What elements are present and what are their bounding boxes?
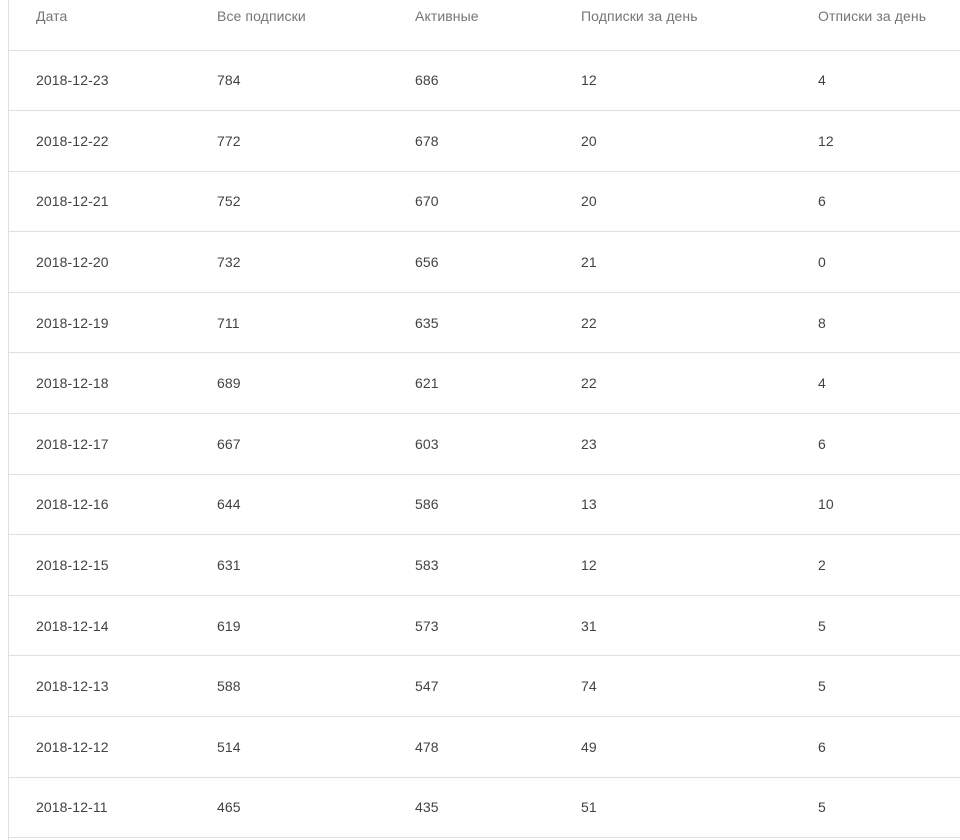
- cell-date: 2018-12-12: [9, 716, 190, 778]
- cell-daily-subscriptions: 12: [554, 50, 791, 112]
- table-row: 2018-12-16 644 586 13 10: [9, 474, 960, 536]
- cell-active: 670: [388, 171, 554, 233]
- cell-daily-subscriptions: 74: [554, 655, 791, 718]
- cell-daily-unsubscriptions: 6: [791, 413, 960, 475]
- cell-all-subscriptions: 644: [190, 474, 388, 536]
- cell-active: 547: [388, 655, 554, 718]
- cell-daily-unsubscriptions: 5: [791, 655, 960, 718]
- table-row: 2018-12-20 732 656 21 0: [9, 231, 960, 293]
- cell-daily-unsubscriptions: 10: [791, 474, 960, 536]
- column-header-daily-unsubscriptions: Отписки за день: [791, 0, 960, 51]
- column-header-date: Дата: [9, 0, 190, 51]
- cell-daily-subscriptions: 49: [554, 716, 791, 778]
- table-row: 2018-12-12 514 478 49 6: [9, 716, 960, 778]
- table-header: Дата Все подписки Активные Подписки за д…: [9, 0, 960, 51]
- cell-all-subscriptions: 588: [190, 655, 388, 718]
- cell-daily-unsubscriptions: 2: [791, 534, 960, 596]
- cell-daily-subscriptions: 21: [554, 231, 791, 293]
- cell-date: 2018-12-20: [9, 231, 190, 293]
- table-row: 2018-12-19 711 635 22 8: [9, 292, 960, 354]
- cell-active: 603: [388, 413, 554, 475]
- column-header-active: Активные: [388, 0, 554, 51]
- cell-daily-subscriptions: 20: [554, 171, 791, 233]
- cell-all-subscriptions: 732: [190, 231, 388, 293]
- cell-all-subscriptions: 752: [190, 171, 388, 233]
- cell-daily-unsubscriptions: 8: [791, 292, 960, 354]
- cell-active: 583: [388, 534, 554, 596]
- cell-daily-unsubscriptions: 5: [791, 595, 960, 657]
- cell-date: 2018-12-14: [9, 595, 190, 657]
- cell-active: 678: [388, 110, 554, 172]
- cell-daily-unsubscriptions: 4: [791, 352, 960, 415]
- cell-all-subscriptions: 772: [190, 110, 388, 172]
- cell-active: 573: [388, 595, 554, 657]
- cell-date: 2018-12-17: [9, 413, 190, 475]
- cell-all-subscriptions: 689: [190, 352, 388, 415]
- table-row: 2018-12-11 465 435 51 5: [9, 777, 960, 839]
- cell-date: 2018-12-19: [9, 292, 190, 354]
- cell-daily-subscriptions: 13: [554, 474, 791, 536]
- cell-daily-subscriptions: 12: [554, 534, 791, 596]
- subscription-stats-panel: Дата Все подписки Активные Подписки за д…: [8, 0, 960, 840]
- cell-active: 621: [388, 352, 554, 415]
- cell-daily-unsubscriptions: 0: [791, 231, 960, 293]
- cell-daily-subscriptions: 20: [554, 110, 791, 172]
- subscription-stats-table: Дата Все подписки Активные Подписки за д…: [9, 0, 960, 839]
- table-row: 2018-12-18 689 621 22 4: [9, 352, 960, 415]
- cell-date: 2018-12-22: [9, 110, 190, 172]
- cell-daily-unsubscriptions: 6: [791, 171, 960, 233]
- table-row: 2018-12-14 619 573 31 5: [9, 595, 960, 657]
- cell-daily-unsubscriptions: 4: [791, 50, 960, 112]
- cell-active: 686: [388, 50, 554, 112]
- cell-active: 478: [388, 716, 554, 778]
- table-row: 2018-12-22 772 678 20 12: [9, 110, 960, 172]
- cell-active: 635: [388, 292, 554, 354]
- cell-all-subscriptions: 514: [190, 716, 388, 778]
- cell-daily-unsubscriptions: 6: [791, 716, 960, 778]
- header-row: Дата Все подписки Активные Подписки за д…: [9, 0, 960, 51]
- cell-all-subscriptions: 631: [190, 534, 388, 596]
- cell-active: 586: [388, 474, 554, 536]
- cell-all-subscriptions: 465: [190, 777, 388, 839]
- cell-all-subscriptions: 784: [190, 50, 388, 112]
- column-header-all-subscriptions: Все подписки: [190, 0, 388, 51]
- cell-all-subscriptions: 667: [190, 413, 388, 475]
- table-row: 2018-12-13 588 547 74 5: [9, 655, 960, 718]
- cell-daily-subscriptions: 51: [554, 777, 791, 839]
- cell-daily-subscriptions: 22: [554, 292, 791, 354]
- table-row: 2018-12-15 631 583 12 2: [9, 534, 960, 596]
- cell-all-subscriptions: 711: [190, 292, 388, 354]
- cell-daily-subscriptions: 22: [554, 352, 791, 415]
- cell-date: 2018-12-11: [9, 777, 190, 839]
- column-header-daily-subscriptions: Подписки за день: [554, 0, 791, 51]
- cell-daily-unsubscriptions: 12: [791, 110, 960, 172]
- cell-date: 2018-12-15: [9, 534, 190, 596]
- cell-date: 2018-12-13: [9, 655, 190, 718]
- cell-daily-subscriptions: 23: [554, 413, 791, 475]
- cell-date: 2018-12-23: [9, 50, 190, 112]
- table-body: 2018-12-23 784 686 12 4 2018-12-22 772 6…: [9, 50, 960, 839]
- table-row: 2018-12-17 667 603 23 6: [9, 413, 960, 475]
- cell-daily-subscriptions: 31: [554, 595, 791, 657]
- table-row: 2018-12-23 784 686 12 4: [9, 50, 960, 112]
- table-row: 2018-12-21 752 670 20 6: [9, 171, 960, 233]
- cell-active: 435: [388, 777, 554, 839]
- cell-daily-unsubscriptions: 5: [791, 777, 960, 839]
- cell-date: 2018-12-21: [9, 171, 190, 233]
- cell-all-subscriptions: 619: [190, 595, 388, 657]
- cell-date: 2018-12-16: [9, 474, 190, 536]
- cell-date: 2018-12-18: [9, 352, 190, 415]
- cell-active: 656: [388, 231, 554, 293]
